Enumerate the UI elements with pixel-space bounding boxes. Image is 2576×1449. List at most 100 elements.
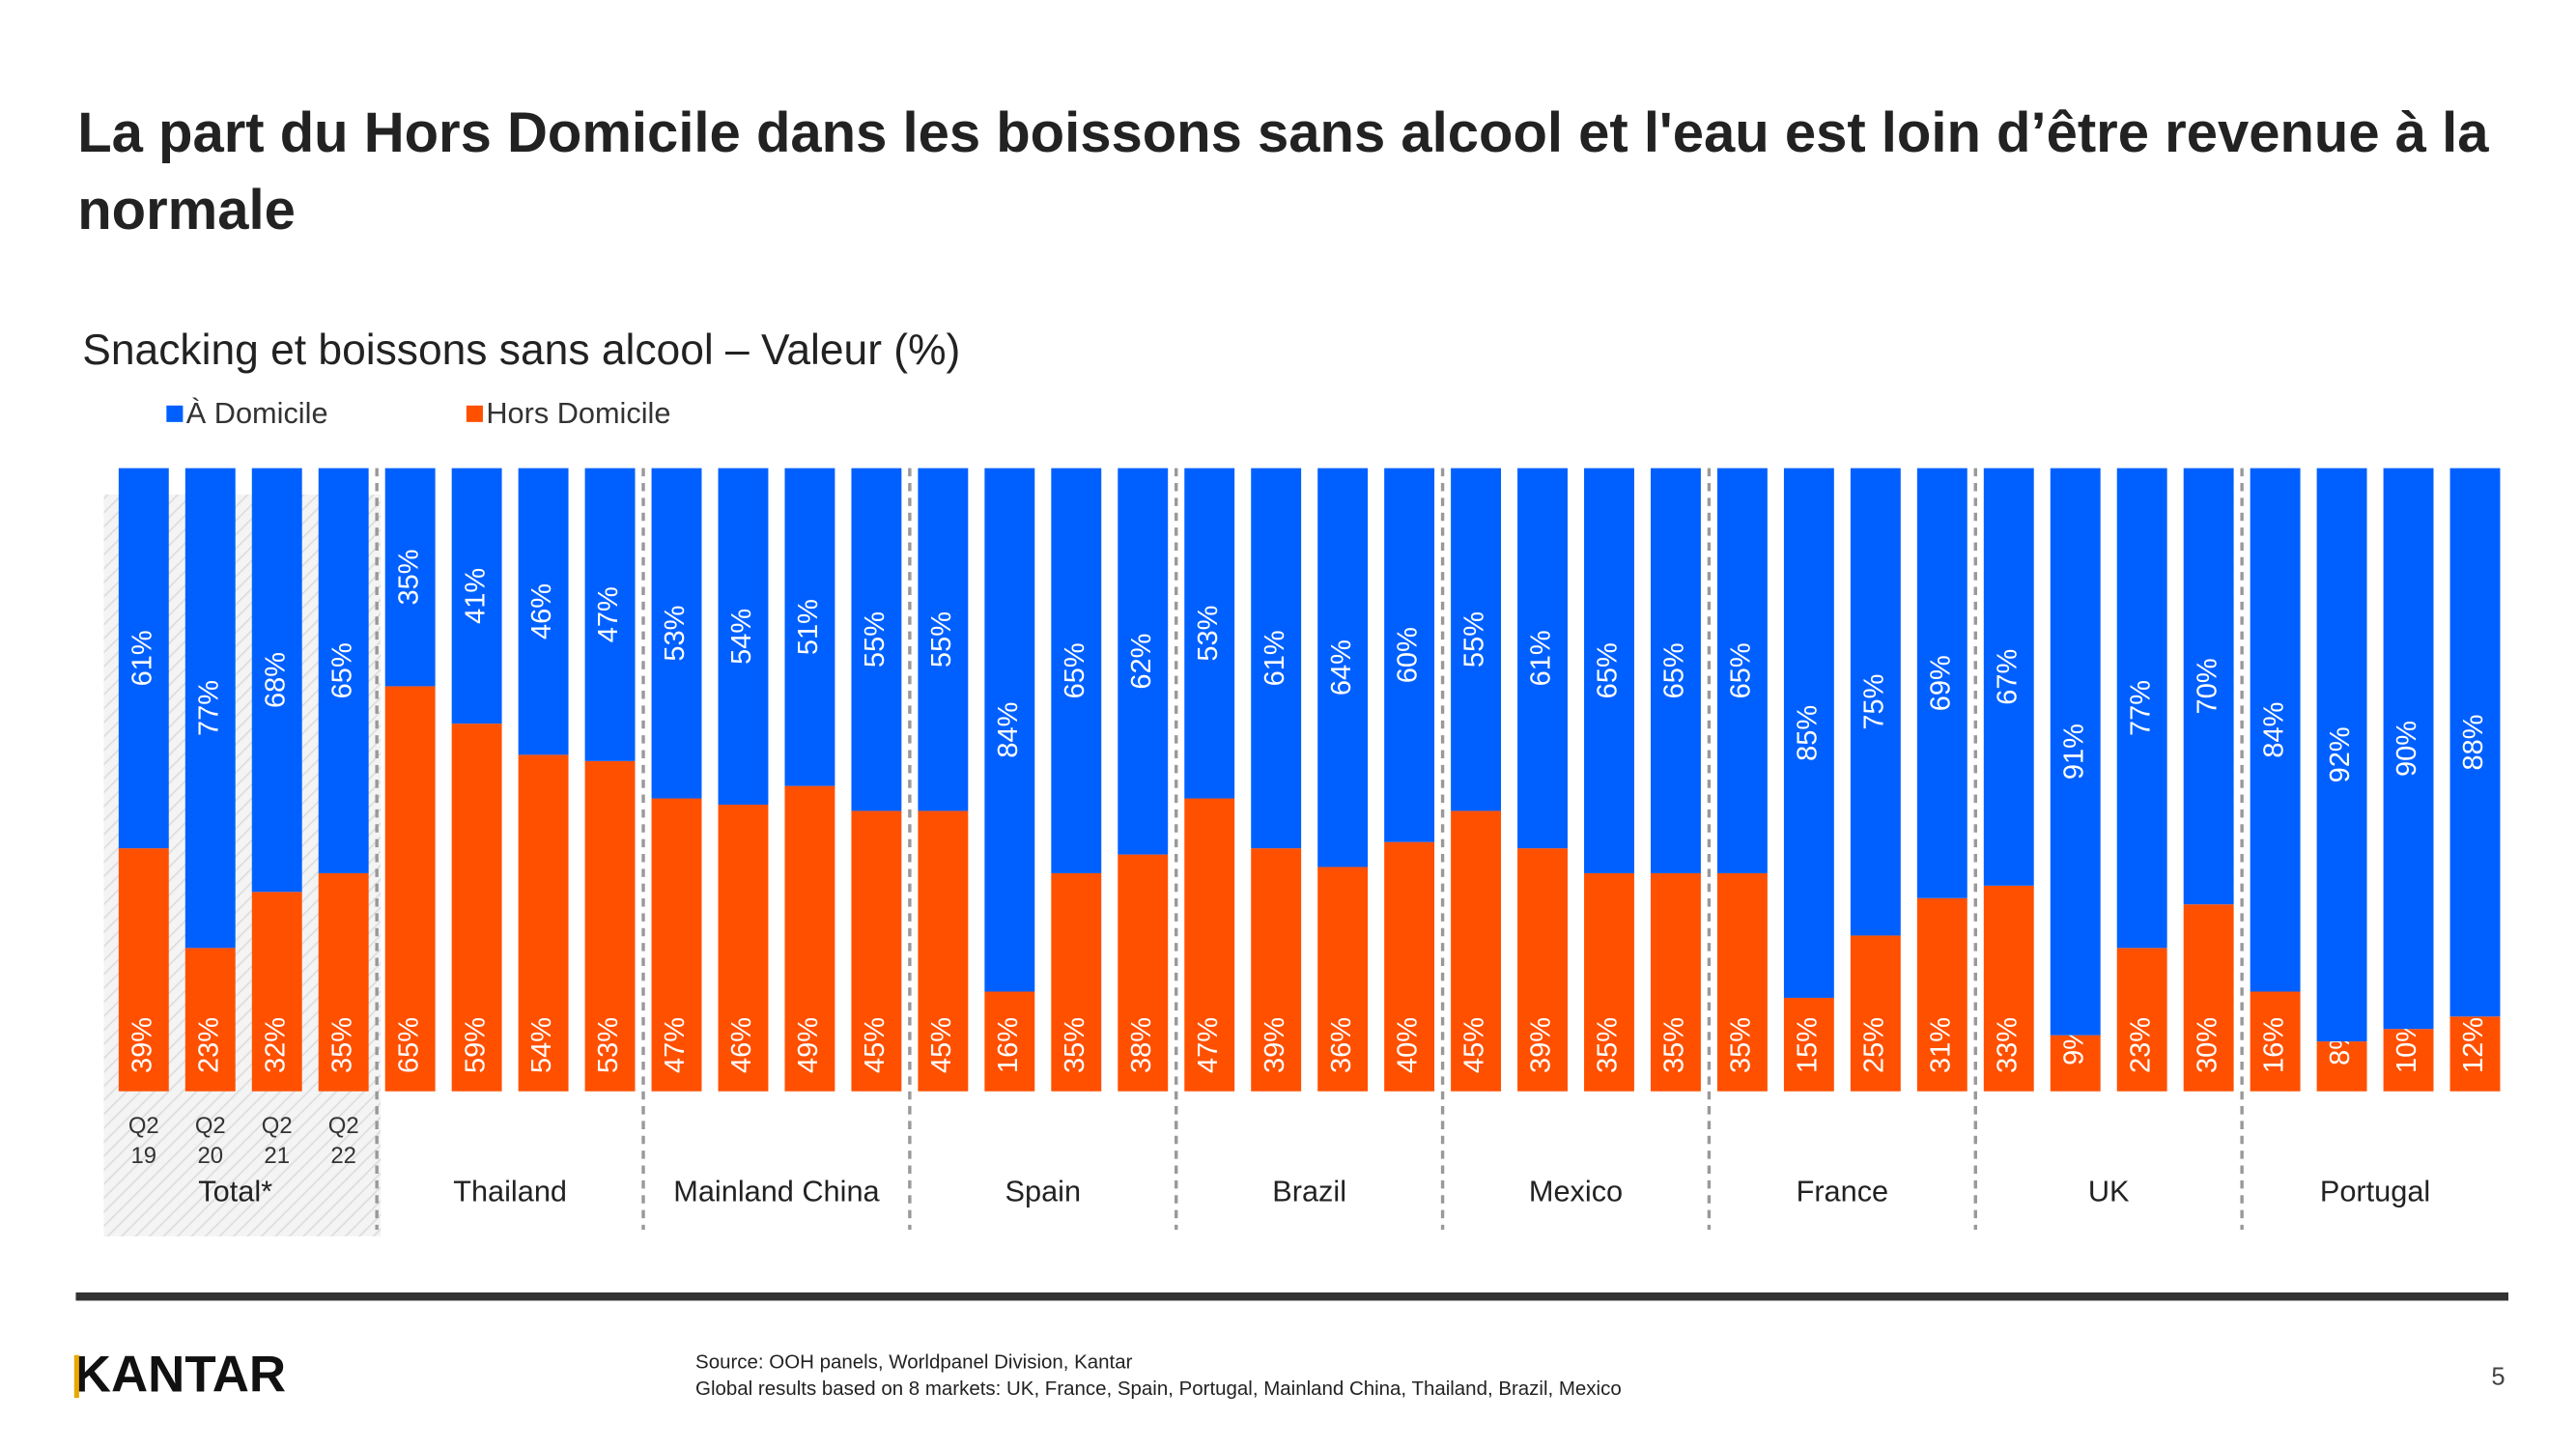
value-label: 35% <box>1659 1017 1690 1073</box>
value-label: 69% <box>1925 655 1956 711</box>
bar-segment <box>1584 872 1634 1092</box>
value-label: 47% <box>1193 1017 1224 1073</box>
bar-segment <box>1451 810 1502 1092</box>
bar-segment <box>851 810 902 1092</box>
value-label: 77% <box>2125 680 2156 736</box>
value-label: 32% <box>260 1017 291 1073</box>
bar-segment <box>1051 468 1102 873</box>
value-label: 67% <box>1992 649 2023 705</box>
value-label: 38% <box>1126 1017 1157 1073</box>
slide-title: La part du Hors Domicile dans les boisso… <box>77 101 2489 242</box>
x-tick-label: Q2 21 <box>262 1114 293 1170</box>
bar-segment <box>1051 872 1102 1092</box>
bar-segment <box>784 785 835 1092</box>
bar-segment <box>251 892 302 1092</box>
value-label: 35% <box>326 1017 357 1073</box>
value-label: 62% <box>1126 634 1157 690</box>
bar-segment <box>2449 1016 2501 1092</box>
value-label: 39% <box>127 1017 157 1073</box>
value-label: 65% <box>1726 642 1757 698</box>
x-tick-label: Q2 19 <box>128 1114 159 1170</box>
group-label: Portugal <box>2320 1175 2430 1208</box>
value-label: 35% <box>1593 1017 1624 1073</box>
bar-segment <box>1517 848 1568 1092</box>
bar-segment <box>2383 1029 2434 1092</box>
bar-segment <box>1783 997 1834 1092</box>
bar-segment <box>2250 468 2301 992</box>
bar-segment <box>1983 468 2034 886</box>
value-label: 45% <box>1459 1017 1490 1073</box>
group-label: UK <box>2088 1175 2130 1208</box>
legend-swatch <box>466 405 483 422</box>
bar-segment <box>2050 1035 2101 1092</box>
value-label: 23% <box>2125 1017 2156 1073</box>
bar-segment <box>1317 468 1369 867</box>
bar-segment <box>2183 904 2234 1092</box>
legend-label: À Domicile <box>186 396 328 430</box>
bar-segment <box>318 872 369 1092</box>
bar-segment <box>1251 468 1302 849</box>
bar-segment <box>2050 468 2101 1036</box>
value-label: 54% <box>726 609 757 665</box>
bar-segment <box>1916 897 1967 1092</box>
group-label: Brazil <box>1272 1175 1346 1208</box>
value-label: 55% <box>1459 611 1490 668</box>
value-label: 84% <box>2258 702 2289 758</box>
value-label: 46% <box>726 1017 757 1073</box>
value-label: 53% <box>660 606 691 662</box>
bar-segment <box>1850 935 1901 1092</box>
bar-segment <box>1317 867 1369 1092</box>
bar-segment <box>318 468 369 873</box>
value-label: 91% <box>2058 724 2089 780</box>
bar-segment <box>1451 468 1502 811</box>
page-number: 5 <box>2491 1363 2505 1390</box>
bar-segment <box>1184 468 1235 799</box>
bar-segment <box>184 468 236 949</box>
value-label: 85% <box>1793 705 1824 761</box>
bar-segment <box>2250 991 2301 1092</box>
value-label: 55% <box>926 611 957 668</box>
value-label: 65% <box>1659 642 1690 698</box>
bar-segment <box>2316 468 2367 1042</box>
source-note: Source: OOH panels, Worldpanel Division,… <box>695 1351 1133 1374</box>
value-label: 90% <box>2392 721 2422 777</box>
bar-segment <box>1118 854 1169 1092</box>
value-label: 23% <box>193 1017 224 1073</box>
bar-segment <box>1651 872 1701 1092</box>
value-label: 70% <box>2192 658 2222 714</box>
bar-segment <box>984 468 1035 992</box>
value-label: 16% <box>993 1017 1024 1073</box>
bar-segment <box>1118 468 1169 855</box>
bar-segment <box>651 468 702 799</box>
value-label: 68% <box>260 652 291 708</box>
divider <box>75 1292 2508 1301</box>
value-label: 54% <box>526 1017 557 1073</box>
bar-segment <box>584 760 636 1092</box>
bar-segment <box>384 686 436 1092</box>
value-label: 92% <box>2325 726 2356 782</box>
value-label: 45% <box>860 1017 891 1073</box>
bar-segment <box>1983 885 2034 1092</box>
value-label: 40% <box>1393 1017 1424 1073</box>
x-tick-label: Q2 22 <box>328 1114 359 1170</box>
value-label: 39% <box>1526 1017 1557 1073</box>
bar-segment <box>718 804 769 1092</box>
group-label: France <box>1797 1175 1889 1208</box>
value-label: 39% <box>1260 1017 1290 1073</box>
value-label: 49% <box>793 1017 824 1073</box>
bar-segment <box>784 468 835 786</box>
value-label: 47% <box>593 586 624 642</box>
bar-segment <box>1584 468 1634 873</box>
value-label: 35% <box>1726 1017 1757 1073</box>
value-label: 47% <box>660 1017 691 1073</box>
bar-segment <box>118 468 169 849</box>
chart-subtitle: Snacking et boissons sans alcool – Valeu… <box>82 327 960 374</box>
bar-segment <box>1384 468 1435 842</box>
bar-segment <box>984 991 1035 1092</box>
value-label: 60% <box>1393 627 1424 683</box>
value-label: 31% <box>1925 1017 1956 1073</box>
bar-segment <box>451 724 502 1092</box>
group-label: Total* <box>198 1175 272 1208</box>
bar-segment <box>2383 468 2434 1030</box>
